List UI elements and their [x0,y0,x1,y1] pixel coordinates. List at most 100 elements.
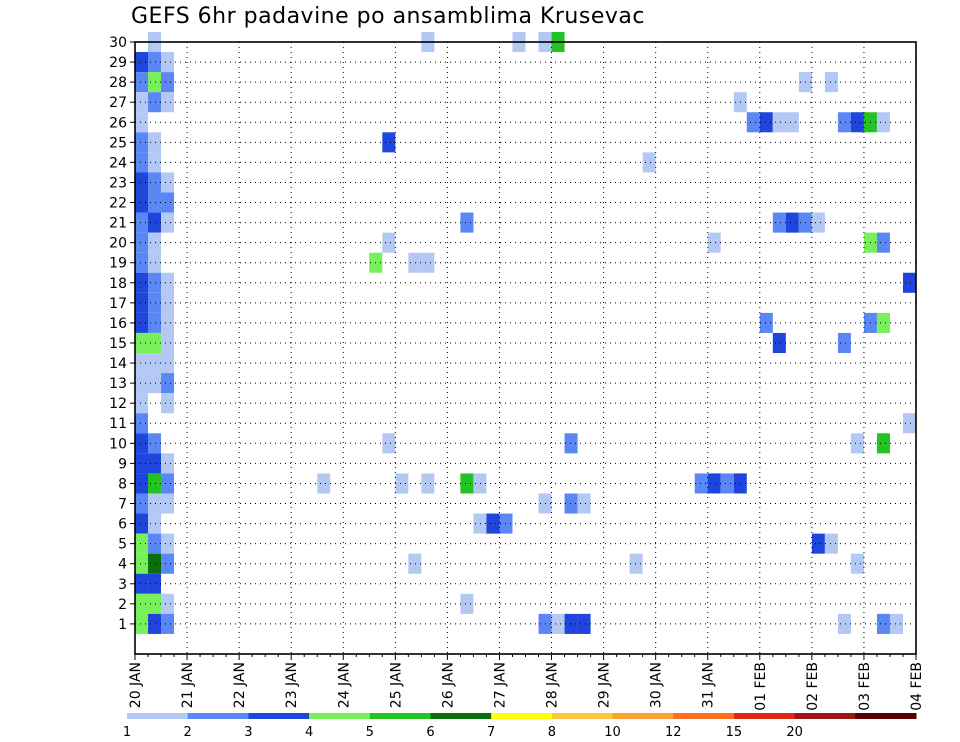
legend-label-20: 20 [786,725,803,740]
legend-swatch-8 [551,713,614,719]
heat-cell-m27-15 [161,92,175,113]
y-tick-label-23: 23 [109,175,127,191]
heat-cell-m4-122 [135,553,149,574]
heat-cell-m8-102 [694,473,708,494]
heat-cell-m18-58 [148,272,162,293]
heat-cell-m26-23 [850,112,864,133]
heat-cell-m1-139 [564,613,578,634]
heat-cell-m16-67 [759,312,773,333]
heat-cell-m24-29 [135,152,149,173]
y-tick-label-28: 28 [109,75,127,91]
heat-cell-m21-41 [460,212,474,233]
y-tick-label-9: 9 [118,456,127,472]
x-axis: 20 JAN 21 JAN 22 JAN 23 JAN 24 JAN 25 JAN 26 J… [128,654,925,711]
x-tick-label: 28 JAN [545,662,561,708]
y-tick-label-29: 29 [109,55,127,71]
heat-cell-m7-110 [564,493,578,514]
x-tick-label: 24 JAN [336,662,352,708]
legend-label-10: 10 [604,725,621,740]
y-tick-label-5: 5 [118,537,127,553]
heat-cell-m26-25 [876,112,890,133]
x-tick-label: 20 JAN [128,662,144,708]
legend-swatch-4 [309,713,371,719]
legend-swatch-5 [369,713,431,719]
y-tick-label-25: 25 [109,135,127,151]
x-tick-label: 25 JAN [388,662,404,708]
legend-label-3: 3 [244,725,252,740]
y-tick-label-22: 22 [109,196,127,212]
heat-cell-m11-84 [902,413,916,434]
heat-cell-m28-12 [824,72,838,93]
heat-cell-m20-49 [707,232,721,253]
y-tick-label-18: 18 [109,276,127,292]
heat-cell-m6-112 [135,513,149,534]
y-tick-label-14: 14 [109,356,127,372]
legend-label-7: 7 [487,725,495,740]
x-tick-label: 26 JAN [440,662,456,708]
y-tick-label-3: 3 [118,577,127,593]
heat-cell-m16-64 [135,312,149,333]
heat-cell-m28-8 [135,72,149,93]
y-tick-label-16: 16 [109,316,127,332]
heat-cell-m16-69 [876,312,890,333]
heat-cell-m19-55 [408,252,422,273]
heat-cell-m4-123 [148,553,162,574]
legend-swatch-9 [612,713,674,719]
heat-cell-m19-52 [135,252,149,273]
y-tick-label-6: 6 [118,517,127,533]
heat-cell-m4-126 [629,553,643,574]
legend-label-4: 4 [305,725,313,740]
heat-cell-m8-95 [148,473,162,494]
heat-cell-m1-140 [577,613,591,634]
y-tick-label-17: 17 [109,296,127,312]
heat-cell-m8-104 [720,473,734,494]
heat-cell-m9-92 [148,453,162,474]
heat-cell-m18-60 [902,272,916,293]
heat-cell-m7-111 [577,493,591,514]
heat-cell-m13-79 [148,373,162,394]
heat-cell-m14-76 [148,353,162,374]
heat-cell-m21-39 [148,212,162,233]
y-tick-label-4: 4 [118,557,127,573]
y-tick-label-10: 10 [109,436,127,452]
heat-cell-m7-107 [148,493,162,514]
y-tick-label-8: 8 [118,476,127,492]
y-tick-label-26: 26 [109,115,127,131]
y-tick-label-27: 27 [109,95,127,111]
heat-cell-m14-77 [161,353,175,374]
heat-cell-m23-33 [148,172,162,193]
heat-cell-m26-17 [135,112,149,133]
heat-cell-m15-70 [135,332,149,354]
heat-cell-m27-14 [148,92,162,113]
grid-layer [135,41,916,654]
heat-cell-m4-127 [850,553,864,574]
heat-cell-m29-6 [148,52,162,73]
heat-cell-m20-51 [876,232,890,253]
x-tick-label: 04 FEB [909,662,925,711]
y-tick-label-12: 12 [109,396,127,412]
legend-swatch-10 [673,713,735,719]
legend-swatch-2 [187,713,249,719]
heat-cell-m15-74 [837,332,851,354]
heat-cell-m9-93 [161,453,175,474]
heat-cell-m5-120 [811,533,825,554]
legend-label-1: 1 [123,725,131,740]
heat-cell-m18-57 [135,272,149,293]
heat-cell-m22-35 [135,192,149,213]
heat-cell-m7-106 [135,493,149,514]
heat-cell-m26-20 [772,112,786,133]
plot-frame [134,41,917,655]
heat-cell-m26-22 [837,112,851,133]
heat-cell-m1-143 [889,613,903,634]
y-tick-label-21: 21 [109,216,127,232]
x-tick-label: 21 JAN [180,662,196,708]
heat-cell-m6-115 [486,513,500,534]
heat-cell-m28-9 [148,72,162,93]
heat-cell-m10-88 [564,433,578,454]
heat-cell-m20-48 [382,232,396,253]
heat-cell-m4-125 [408,553,422,574]
heat-cell-m20-46 [135,232,149,253]
heat-cell-m21-40 [161,212,175,233]
heat-cell-m5-118 [148,533,162,554]
heat-cell-m26-21 [785,112,799,133]
